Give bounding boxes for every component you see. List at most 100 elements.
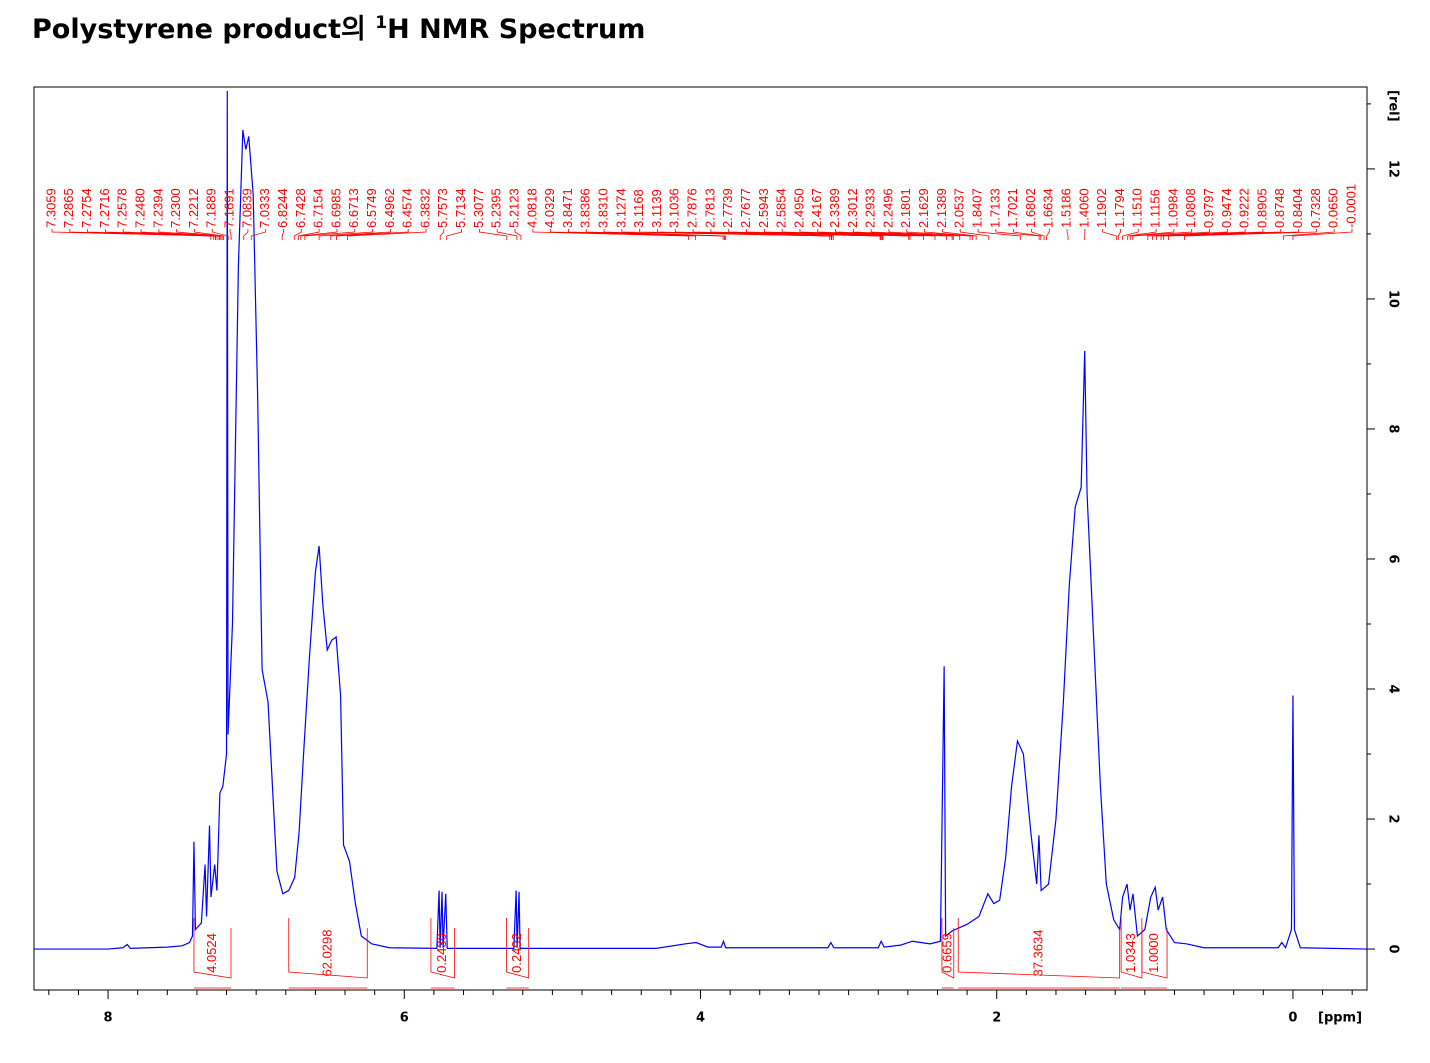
peak-label: 2.3389 <box>827 188 842 228</box>
integral-label: 4.0524 <box>204 933 219 973</box>
peak-label: 6.8244 <box>275 188 290 228</box>
peak-label: 0.9222 <box>1237 188 1252 228</box>
peak-connector <box>674 229 834 240</box>
peak-label: 1.6802 <box>1023 188 1038 228</box>
integral-bracket <box>941 918 955 979</box>
integral-label: 62.0298 <box>319 930 334 977</box>
peak-label: 6.6713 <box>346 188 361 228</box>
peak-connector <box>496 229 518 240</box>
peak-label: 3.1139 <box>649 189 664 228</box>
x-tick-label: 4 <box>696 1011 705 1026</box>
peak-label: 1.1794 <box>1112 188 1127 228</box>
peak-connector <box>603 229 726 240</box>
peak-label: -0.0001 <box>1343 184 1358 228</box>
peak-connector <box>781 229 911 240</box>
peak-connector <box>297 229 320 240</box>
peak-connector <box>1122 229 1139 240</box>
peak-connector <box>924 229 973 240</box>
peak-connector <box>746 229 884 240</box>
peak-label: 0.9797 <box>1201 188 1216 228</box>
y-axis-label: [rel] <box>1386 90 1401 122</box>
y-tick-label: 10 <box>1386 290 1401 308</box>
peak-label: 0.9474 <box>1219 188 1234 228</box>
peak-connector <box>229 229 232 240</box>
peak-label: 1.0984 <box>1165 188 1180 228</box>
peak-connector <box>336 229 409 240</box>
peak-connector <box>1132 229 1193 240</box>
peak-connector <box>1117 229 1121 240</box>
peak-label: 1.8407 <box>969 188 984 228</box>
integral-label: 0.6659 <box>939 933 954 973</box>
peak-label: 1.7133 <box>987 188 1002 228</box>
peak-label: 7.2300 <box>168 188 183 228</box>
peak-label: 2.2496 <box>880 188 895 228</box>
peak-label: 7.2394 <box>150 188 165 228</box>
peak-label: 1.1156 <box>1148 189 1163 228</box>
peak-label: 2.5854 <box>774 188 789 228</box>
peak-label: 1.0808 <box>1183 188 1198 228</box>
peak-connector <box>1184 229 1317 240</box>
peak-label: 6.7428 <box>293 188 308 228</box>
peak-label: 0.8404 <box>1290 188 1305 228</box>
integral-bracket <box>957 918 1121 979</box>
peak-label: 4.0329 <box>542 188 557 228</box>
peak-connector <box>1013 229 1042 240</box>
peak-label: 3.8386 <box>578 188 593 228</box>
x-tick-label: 8 <box>104 1011 113 1026</box>
peak-label: 0.8905 <box>1254 188 1269 228</box>
peak-connector <box>194 229 224 240</box>
y-tick-label: 6 <box>1386 554 1401 563</box>
peak-label: 5.3077 <box>471 188 486 228</box>
peak-label: 1.4060 <box>1076 188 1091 228</box>
integral-label: 37.3634 <box>1030 930 1045 977</box>
peak-label: 3.8471 <box>560 188 575 228</box>
peak-label: 0.0650 <box>1326 188 1341 228</box>
peak-connector <box>550 229 697 240</box>
peak-connector <box>1102 229 1118 240</box>
peak-label: 7.2716 <box>97 188 112 228</box>
peak-connector <box>250 229 267 240</box>
peak-connector <box>176 229 223 240</box>
peak-connector <box>300 229 338 240</box>
x-tick-label: 2 <box>992 1011 1001 1026</box>
peak-connector <box>799 229 924 240</box>
peak-connector <box>140 229 220 240</box>
peak-label: 7.2754 <box>79 188 94 228</box>
peak-connector <box>1155 229 1246 240</box>
peak-label: 0.7328 <box>1308 188 1323 228</box>
peak-label: 7.0333 <box>257 188 272 228</box>
peak-label: 3.8310 <box>595 188 610 228</box>
peak-connector <box>906 229 971 240</box>
peak-label: 5.7134 <box>453 188 468 228</box>
peak-label: 1.5186 <box>1059 188 1074 228</box>
peak-label: 6.5749 <box>364 188 379 228</box>
peak-label: 5.2395 <box>489 188 504 228</box>
peak-label: 3.1168 <box>631 189 646 228</box>
peak-connector <box>852 229 953 240</box>
peak-connector <box>870 229 954 240</box>
peak-connector <box>318 229 373 240</box>
peak-label: 3.1274 <box>613 188 628 228</box>
peak-connector <box>243 229 249 240</box>
peak-label: 1.6634 <box>1041 188 1056 228</box>
peak-label: 7.2865 <box>61 188 76 228</box>
peak-connector <box>446 229 462 240</box>
peak-label: 6.4574 <box>400 188 415 228</box>
peak-connector <box>1127 229 1157 240</box>
peak-label: 7.1889 <box>204 188 219 228</box>
peak-connector <box>347 229 427 240</box>
peak-connector <box>977 229 1021 240</box>
peak-connector <box>817 229 936 240</box>
peak-label: 7.2480 <box>132 188 147 228</box>
title-superscript: 1 <box>375 13 387 33</box>
peak-label: 7.2578 <box>115 188 130 228</box>
peak-connector <box>942 229 977 240</box>
peak-label: 7.2212 <box>186 188 201 228</box>
peak-connector <box>995 229 1040 240</box>
peak-connector <box>293 229 302 240</box>
peak-connector <box>959 229 990 240</box>
integral-label: 0.2492 <box>509 933 524 973</box>
peak-label: 4.0818 <box>524 188 539 228</box>
peak-label: 2.1801 <box>898 188 913 228</box>
